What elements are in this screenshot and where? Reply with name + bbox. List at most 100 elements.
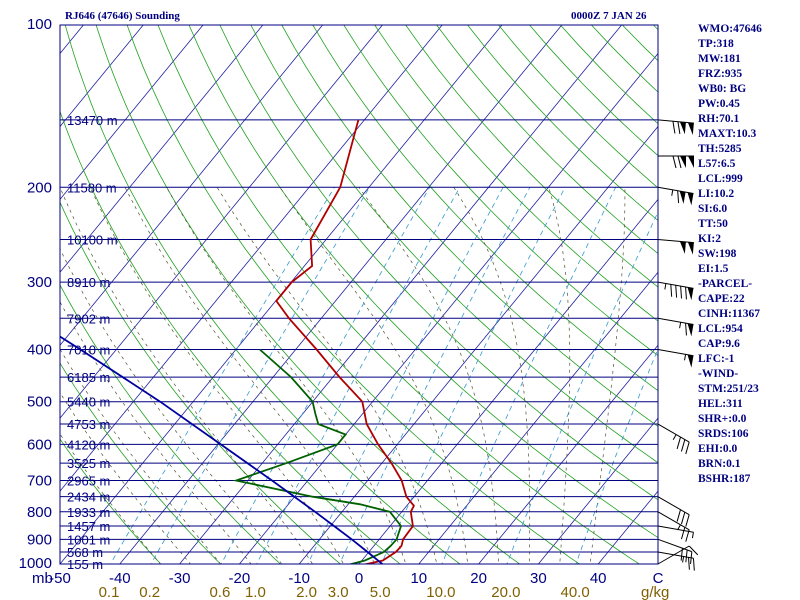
barb-pennant [687,287,694,301]
height-label: 2965 m [67,474,110,489]
pressure-tick-label: 100 [27,16,52,33]
index-item: LCL:954 [698,323,743,335]
isotherm [60,25,144,128]
index-item: MW:181 [698,53,741,65]
index-item: CAP:9.6 [698,338,740,350]
index-item: HEL:311 [698,398,743,410]
moist-adiabat [60,392,191,564]
height-label: 7010 m [67,343,110,358]
parcel-trace [60,335,383,564]
isotherm [538,417,658,564]
height-label: 6185 m [67,370,110,385]
isotherm [478,344,658,564]
mixing-ratio-tick-label: 0.2 [139,584,160,600]
barb-flag [685,286,687,300]
mixing-ratio-tick-label: 5.0 [370,584,391,600]
wind-barb [657,538,693,565]
barb-flag [680,548,683,561]
barb-staff [657,551,694,559]
height-label: 3525 m [67,456,110,471]
barb-pennant [687,192,694,206]
pressure-tick-label: 300 [27,274,52,291]
temperature-tick-label: -40 [109,570,131,587]
index-item: MAXT:10.3 [698,128,757,140]
moist-adiabat [166,187,407,564]
mixing-ratio-tick-label: 3.0 [328,584,349,600]
barb-staff [657,423,690,443]
pressure-tick-label: 900 [27,531,52,548]
index-item: TP:318 [698,38,734,50]
barb-flag [677,190,680,204]
height-label: 13470 m [67,113,118,128]
height-label: 568 m [67,545,103,560]
pressure-unit-label: mb [32,570,53,587]
isotherm [239,52,658,564]
barb-half-flag [664,283,667,290]
index-item: WMO:47646 [698,23,762,35]
barb-flag [670,284,673,297]
index-item: TH:5285 [698,143,742,155]
index-item: EHI:0.0 [698,443,738,455]
index-item: KI:2 [698,233,721,245]
barb-staff [657,538,692,553]
mixing-ratio-tick-label: 0.6 [209,584,230,600]
temperature-tick-label: 10 [410,570,427,587]
barb-flag [685,549,688,563]
index-item: LFC:-1 [698,353,735,365]
barb-flag [685,514,690,527]
isotherm [60,25,383,419]
pressure-tick-label: 1000 [19,555,52,572]
moist-adiabat [89,187,344,564]
barb-half-flag [691,532,694,539]
barb-staff [657,511,690,531]
barb-pennant [680,155,686,168]
wind-barb [657,511,690,542]
isotherm [298,125,658,564]
barb-staff [657,238,694,244]
index-item: TT:50 [698,218,728,230]
isotherm [119,25,563,564]
height-label: 8910 m [67,275,110,290]
height-label: 11580 m [67,180,117,195]
isotherm [418,271,658,564]
height-label: 4120 m [67,437,110,452]
axis-labels: 13470 m 11580 m 10100 m 8910 m 7902 m 7010 m 6… [19,16,670,600]
height-label: 155 m [67,557,103,572]
moist-adiabat [60,433,161,564]
index-item: LI:10.2 [698,188,735,200]
index-item: BRN:0.1 [698,458,741,470]
mixing-ratio-line [256,187,461,564]
barb-half-flag [684,354,687,361]
temperature-tick-label: C [653,570,664,587]
isotherm [60,25,443,492]
barb-pennant [679,241,686,254]
dry-adiabat [60,438,162,564]
barb-flag [672,155,677,169]
mixing-ratio-tick-label: 40.0 [560,584,589,600]
barb-flag [688,545,699,556]
index-item: -WIND- [698,368,739,380]
wind-barb [657,496,690,527]
barb-flag [685,529,690,542]
barb-half-flag [679,322,682,329]
isotherm [60,25,264,273]
barb-pennant [687,122,694,136]
index-item: PW:0.45 [698,98,740,110]
barb-staff [657,317,694,325]
moist-adiabat [60,348,222,564]
barb-pennant [679,121,686,135]
pressure-tick-label: 400 [27,342,52,359]
height-label: 1457 m [67,519,110,534]
height-label: 1001 m [67,532,110,547]
mixing-ratio-tick-label: 1.0 [245,584,266,600]
isotherm [358,198,658,564]
temperature-tick-label: 40 [590,570,607,587]
mixing-ratio-line [575,347,658,564]
barb-pennant [687,242,694,255]
wind-barb [657,525,694,539]
mixing-ratio-line [338,187,531,564]
mixing-ratio-unit-label: g/kg [641,584,669,600]
index-item: LCL:999 [698,173,743,185]
